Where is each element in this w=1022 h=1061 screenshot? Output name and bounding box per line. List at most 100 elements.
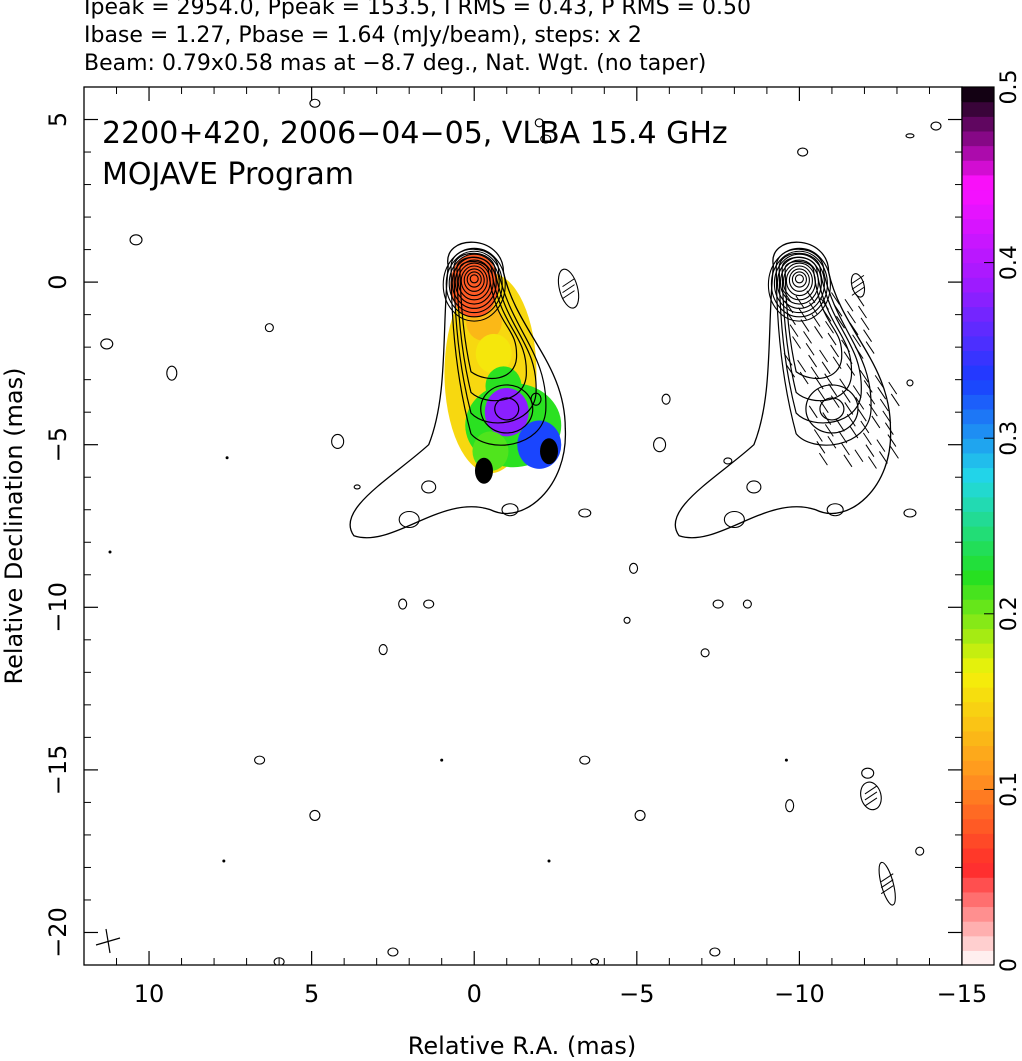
x-tick-label: −15 xyxy=(937,980,988,1008)
right-core-contour xyxy=(770,250,828,318)
polarization-vector xyxy=(828,383,838,397)
colorbar-segment xyxy=(962,745,994,761)
polarization-vector xyxy=(803,331,812,344)
beam-marker xyxy=(95,928,121,954)
polarization-vector xyxy=(813,429,823,442)
noise-contour xyxy=(700,648,710,658)
colorbar-segment xyxy=(962,921,994,937)
x-tick-label: 10 xyxy=(134,980,165,1008)
left-blob-contour xyxy=(398,510,420,529)
y-tick-label: 0 xyxy=(44,274,72,289)
colorbar-segment xyxy=(962,496,994,512)
right-jet-contour xyxy=(775,248,872,446)
x-tick-label: −5 xyxy=(619,980,654,1008)
colorbar-segment xyxy=(962,891,994,908)
y-tick-label: 5 xyxy=(44,112,72,127)
polarization-vector xyxy=(863,380,873,393)
polarization-vector xyxy=(880,873,894,883)
colorbar-segment xyxy=(962,189,994,205)
noise-contour xyxy=(387,947,399,957)
jet-color-sample xyxy=(484,387,529,437)
polarization-vector xyxy=(830,395,840,408)
noise-contour xyxy=(661,393,671,405)
colorbar-tick-label: 0.1 xyxy=(997,772,1022,807)
noise-contour xyxy=(742,599,752,609)
polarization-vector xyxy=(880,885,894,895)
noise-contour xyxy=(100,338,114,350)
left-core-contour xyxy=(442,247,506,322)
plot-frame xyxy=(83,86,963,966)
noise-contour xyxy=(398,598,408,610)
right-core-contour xyxy=(785,265,813,297)
colorbar-segment xyxy=(962,130,994,147)
colorbar-segment xyxy=(962,306,994,322)
colorbar-segment xyxy=(962,262,994,278)
left-jet-contour xyxy=(459,260,518,379)
noise-contour xyxy=(797,147,809,157)
y-tick-label: −10 xyxy=(44,582,72,633)
colorbar-segment xyxy=(962,233,994,249)
colorbar-segment xyxy=(962,335,994,351)
right-blob-contour xyxy=(723,510,745,529)
right-jet-contour xyxy=(784,260,843,379)
polarization-vector xyxy=(847,310,856,324)
polarization-vector xyxy=(809,302,818,315)
polarization-vector xyxy=(839,378,849,392)
colorbar-segment xyxy=(962,701,994,717)
colorbar-segment xyxy=(962,174,994,191)
header-beam: Beam: 0.79x0.58 mas at −8.7 deg., Nat. W… xyxy=(84,51,707,76)
noise-contour xyxy=(423,599,435,609)
colorbar-segment xyxy=(962,394,994,410)
colorbar-segment xyxy=(962,716,994,732)
colorbar-segment xyxy=(962,818,994,834)
left-blob-contour xyxy=(421,480,437,494)
polarization-vector xyxy=(851,274,865,284)
colorbar-segment xyxy=(962,350,994,366)
polarization-vector xyxy=(833,304,843,317)
noise-contour xyxy=(653,437,667,453)
colorbar-frame xyxy=(961,86,995,966)
colorbar-segment xyxy=(962,247,994,264)
polarization-vector xyxy=(871,415,881,429)
polarization-vector xyxy=(879,398,889,412)
chart-title: 2200+420, 2006−04−05, VLBA 15.4 GHz xyxy=(102,116,728,151)
noise-contour xyxy=(629,562,639,574)
polarization-vector xyxy=(822,412,832,425)
chart-subtitle: MOJAVE Program xyxy=(102,157,354,192)
hatched-blob xyxy=(850,273,866,298)
polarization-vector xyxy=(877,386,887,400)
colorbar-segment xyxy=(962,408,994,425)
polarization-vector xyxy=(864,791,878,801)
noise-dot xyxy=(225,456,229,460)
polarization-vector xyxy=(860,317,870,331)
noise-dot xyxy=(784,758,788,762)
polarization-vector xyxy=(844,402,854,415)
polarization-vector xyxy=(840,442,850,456)
header-peak-rms: Ipeak = 2954.0, Ppeak = 153.5, I RMS = 0… xyxy=(84,0,751,20)
polarization-vector xyxy=(818,452,828,466)
polarization-vector xyxy=(880,879,894,889)
right-blob-contour xyxy=(746,480,762,494)
jet-color-sample xyxy=(540,438,559,465)
noise-contour xyxy=(930,121,942,131)
x-tick-label: 5 xyxy=(304,980,319,1008)
noise-contour xyxy=(906,379,914,387)
polarization-vector xyxy=(797,359,807,373)
colorbar-segment xyxy=(962,760,994,776)
x-axis: 10 5 0 −5 −10 −15 xyxy=(116,87,988,1008)
colorbar-segment xyxy=(962,204,994,220)
colorbar-segment xyxy=(962,950,994,966)
noise-contour xyxy=(623,616,631,624)
polarization-vector xyxy=(852,334,861,348)
colorbar-tick-label: 0.4 xyxy=(997,245,1022,280)
left-jet-contour xyxy=(450,248,547,446)
colorbar-segment xyxy=(962,423,994,439)
noise-contour xyxy=(915,846,925,856)
noise-contour xyxy=(723,457,733,465)
polarization-vector xyxy=(860,420,870,434)
polarization-vector xyxy=(868,456,877,469)
colorbar-segment xyxy=(962,540,994,556)
noise-contour xyxy=(254,755,266,765)
noise-contour xyxy=(579,755,591,765)
colorbar-segment xyxy=(962,833,994,849)
